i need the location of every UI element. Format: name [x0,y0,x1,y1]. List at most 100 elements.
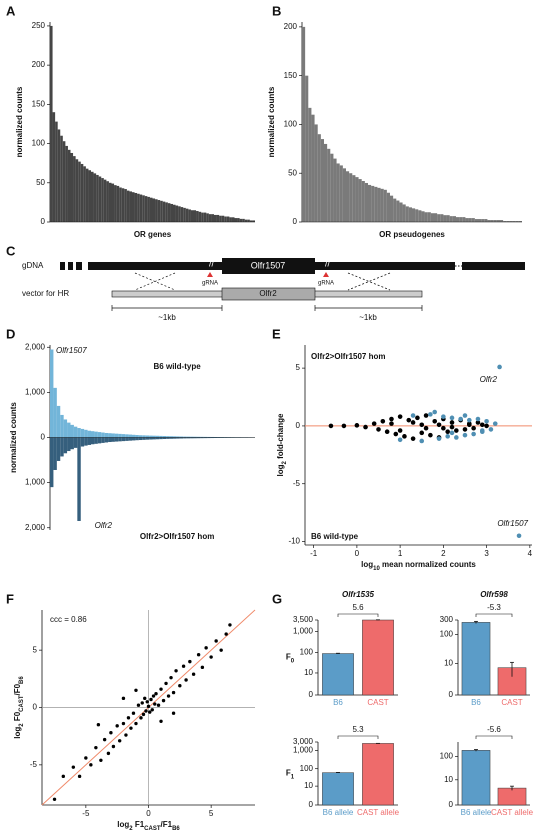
bar [108,433,112,438]
bar [452,216,456,222]
point [156,703,161,707]
bar [108,437,112,443]
point [419,422,425,428]
bar [487,220,491,222]
bar [362,743,394,806]
point [516,533,522,539]
axis-label: log2 fold-change [276,413,287,476]
bar [484,219,488,222]
point [471,425,476,431]
point [144,709,148,713]
point [432,419,438,424]
label-part: F0 [13,711,22,723]
y-tick-label: 0 [293,217,298,226]
annotation: Olfr2>Olfr1507 hom [311,352,385,361]
bar [247,219,250,222]
bar [132,434,136,438]
bar [415,209,419,222]
point [389,421,394,426]
point [161,698,166,703]
bar [203,212,207,222]
label-part: /F1 [161,820,173,829]
bar [104,437,109,443]
bar [114,185,117,222]
point [410,436,416,441]
point [154,692,158,696]
point [166,694,171,698]
bar [132,437,136,441]
bar [190,210,194,222]
point [436,436,442,441]
bar [87,430,91,438]
bar [84,437,88,446]
bar [249,220,253,222]
bar [405,206,409,222]
axis-label: OR genes [134,230,172,239]
point [397,428,403,433]
point [191,672,196,676]
bar [449,216,453,222]
axis-label: log2 F1CAST/F1B6 [117,820,180,831]
error-bar [336,772,340,773]
bar [78,161,81,222]
point [89,763,93,767]
bar [518,221,522,222]
bar [111,433,115,438]
bar [57,129,61,222]
point [61,774,65,779]
y-tick-label: 150 [284,71,298,80]
axis-label: F1 [286,769,295,780]
label-part: 2 [19,723,25,727]
grna-label: gRNA [202,281,218,287]
point [376,427,381,432]
y-tick-label: 1,000 [293,627,314,636]
bar [67,437,71,452]
y-tick-label: 200 [32,60,46,69]
bar [83,166,86,222]
bar [496,220,500,222]
y-tick-label: 50 [288,168,297,177]
bar [77,437,81,521]
bracket [475,613,513,617]
series-label: B6 wild-type [154,362,202,371]
point [134,721,138,726]
axis-label: normalized counts [267,86,276,157]
point [497,364,502,370]
bar [124,189,127,222]
bar [60,437,64,457]
y-tick-label: 0 [33,703,38,712]
bar [317,134,321,222]
bar [459,217,463,222]
point [151,694,156,698]
bar [50,437,54,488]
bar [231,217,235,222]
bar [446,215,450,222]
bar [162,437,167,439]
bar [98,176,102,222]
bar [443,215,447,222]
bar [56,405,61,438]
bar [219,215,222,222]
bar [94,431,98,438]
bar [322,653,354,696]
point [146,704,151,709]
point [445,429,450,435]
point [126,716,131,720]
bar [196,436,201,438]
bar [465,218,469,222]
bar [60,135,63,222]
point [140,701,144,705]
bar [503,221,507,222]
bar [506,221,510,222]
bar [108,182,112,222]
y-tick-label: 0 [296,421,301,430]
point [371,421,377,426]
bar [229,217,232,222]
bar [196,437,201,439]
point [402,434,407,439]
genomic-segment [462,262,525,270]
bar [84,429,88,438]
y-tick-label: 50 [36,178,45,187]
bar [490,220,494,222]
x-tick-label: 0 [146,809,151,818]
